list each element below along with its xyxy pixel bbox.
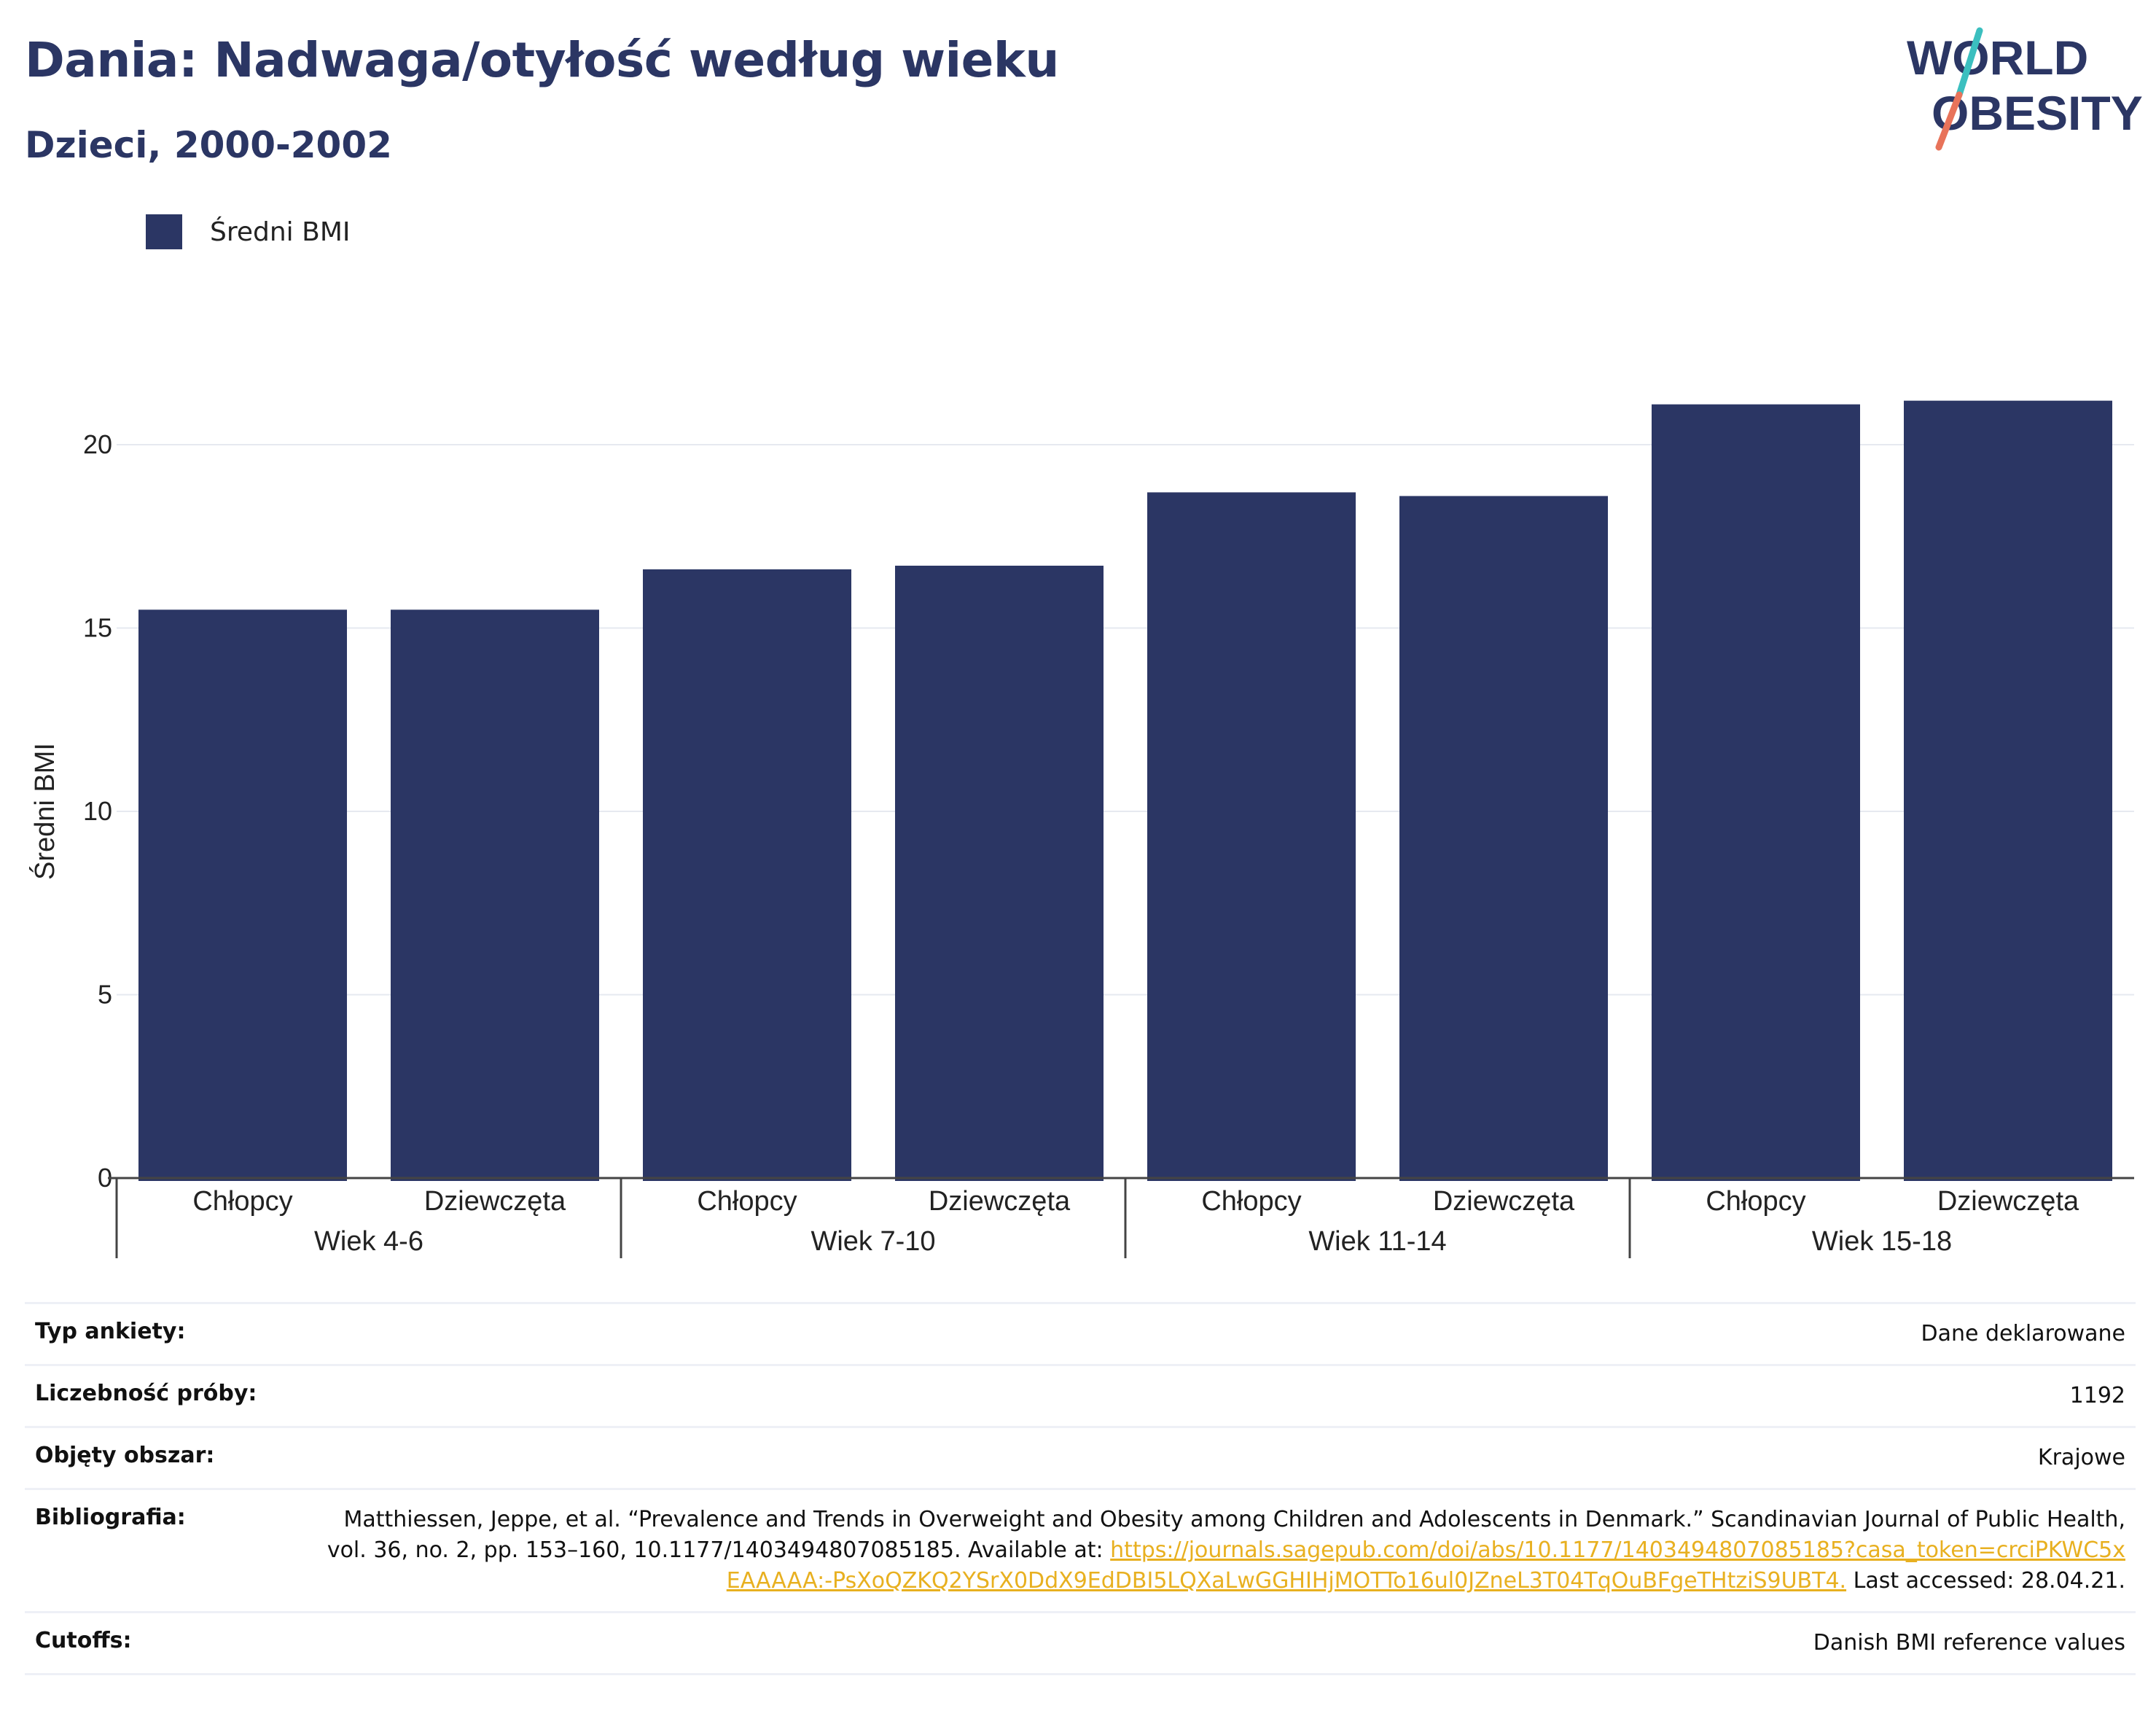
world-obesity-logo: WORLD OBESITY xyxy=(1907,27,2143,151)
y-tick-label: 5 xyxy=(98,980,112,1010)
bar xyxy=(895,565,1104,1181)
x-category-label: Dziewczęta xyxy=(929,1186,1071,1217)
info-row-cutoffs: Cutoffs: Danish BMI reference values xyxy=(25,1611,2136,1675)
x-group-label: Wiek 11-14 xyxy=(1308,1226,1446,1257)
y-tick-label: 20 xyxy=(83,429,112,459)
x-category-label: Chłopcy xyxy=(697,1186,797,1217)
bibliography-last-accessed: Last accessed: 28.04.21. xyxy=(1846,1568,2125,1594)
bibliography-value: Matthiessen, Jeppe, et al. “Prevalence a… xyxy=(308,1488,2136,1613)
bibliography-text: Matthiessen, Jeppe, et al. “Prevalence a… xyxy=(327,1507,2125,1563)
info-row-survey-type: Typ ankiety: Dane deklarowane xyxy=(25,1302,2136,1365)
bar xyxy=(643,569,851,1181)
y-tick-label: 15 xyxy=(83,613,112,643)
bar xyxy=(1904,400,2112,1181)
bibliography-link[interactable]: https://journals.sagepub.com/doi/abs/10.… xyxy=(726,1537,2125,1594)
area-value: Krajowe xyxy=(308,1426,2136,1489)
chart-subtitle: Dzieci, 2000-2002 xyxy=(25,124,392,166)
x-group-label: Wiek 7-10 xyxy=(811,1226,935,1257)
area-label: Objęty obszar: xyxy=(25,1426,308,1489)
info-row-area: Objęty obszar: Krajowe xyxy=(25,1426,2136,1489)
cutoffs-label: Cutoffs: xyxy=(25,1611,308,1675)
x-group-label: Wiek 4-6 xyxy=(314,1226,423,1257)
logo-word-world: WORLD xyxy=(1907,31,2088,85)
y-tick-label: 10 xyxy=(83,796,112,826)
survey-type-value: Dane deklarowane xyxy=(308,1302,2136,1365)
x-category-label: Dziewczęta xyxy=(1937,1186,2079,1217)
bibliography-label: Bibliografia: xyxy=(25,1488,308,1613)
sample-size-value: 1192 xyxy=(308,1364,2136,1427)
bar xyxy=(391,609,599,1181)
x-category-label: Dziewczęta xyxy=(1433,1186,1575,1217)
bar xyxy=(1652,404,1860,1182)
bar xyxy=(138,609,347,1181)
y-tick-label: 0 xyxy=(98,1163,112,1193)
bar xyxy=(1147,492,1356,1181)
y-axis-title: Średni BMI xyxy=(28,743,60,880)
logo-slash-bottom xyxy=(1935,91,1963,151)
info-table: Typ ankiety: Dane deklarowane Liczebność… xyxy=(25,1302,2136,1675)
logo-slash-top xyxy=(1956,27,1983,98)
logo-word-obesity: OBESITY xyxy=(1932,86,2143,140)
x-category-label: Chłopcy xyxy=(192,1186,292,1217)
legend-label: Średni BMI xyxy=(210,217,351,247)
info-row-sample-size: Liczebność próby: 1192 xyxy=(25,1364,2136,1427)
sample-size-label: Liczebność próby: xyxy=(25,1364,308,1427)
legend-swatch xyxy=(146,214,182,249)
x-group-label: Wiek 15-18 xyxy=(1812,1226,1952,1257)
x-category-label: Chłopcy xyxy=(1201,1186,1301,1217)
chart-title: Dania: Nadwaga/otyłość według wieku xyxy=(25,32,1059,88)
x-category-label: Dziewczęta xyxy=(424,1186,566,1217)
survey-type-label: Typ ankiety: xyxy=(25,1302,308,1365)
info-row-bibliography: Bibliografia: Matthiessen, Jeppe, et al.… xyxy=(25,1488,2136,1613)
cutoffs-value: Danish BMI reference values xyxy=(308,1611,2136,1675)
legend[interactable]: Średni BMI xyxy=(146,214,351,249)
x-category-label: Chłopcy xyxy=(1706,1186,1805,1217)
bar xyxy=(1399,496,1608,1181)
